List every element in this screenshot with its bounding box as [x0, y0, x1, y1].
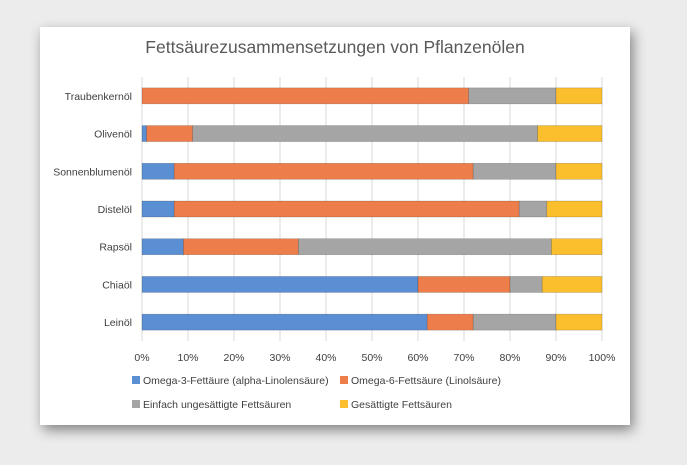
legend-swatch	[132, 400, 140, 408]
category-label: Traubenkernöl	[65, 91, 132, 103]
category-label: Rapsöl	[99, 242, 132, 254]
category-label: Chiaöl	[102, 279, 132, 291]
bar-segment	[551, 238, 603, 256]
category-labels: Traubenkernöl Olivenöl Sonnenblumenöl Diste…	[53, 91, 132, 329]
bar-segment	[146, 125, 193, 142]
bar-segment	[173, 162, 474, 180]
chart-title: Fettsäurezusammensetzungen von Pflanzenö…	[145, 37, 524, 57]
bar-segment	[141, 238, 184, 256]
x-tick-labels: 0% 10% 20% 30% 40% 50% 60% 70% 80% 90% 100%	[134, 352, 615, 364]
x-tick-label: 0%	[134, 352, 149, 364]
category-label: Sonnenblumenöl	[53, 166, 132, 178]
legend: Omega-3-Fettäure (alpha-Linolensäure) Ome…	[132, 375, 501, 411]
bar-segment	[141, 200, 175, 218]
bar-segment	[537, 125, 603, 142]
bar-segment	[173, 200, 520, 218]
bar-segment	[298, 238, 552, 256]
bar-segment	[555, 162, 603, 180]
legend-label: Omega-6-Fettsäure (Linolsäure)	[351, 375, 501, 387]
bar-segment	[555, 87, 603, 105]
x-tick-label: 30%	[269, 352, 290, 364]
bar-segment	[472, 313, 557, 331]
category-label: Leinöl	[104, 317, 132, 329]
legend-swatch	[132, 376, 140, 384]
bar-segment	[518, 200, 548, 218]
legend-label: Einfach ungesättigte Fettsäuren	[143, 399, 291, 411]
category-label: Olivenöl	[94, 129, 132, 141]
x-tick-label: 100%	[589, 352, 616, 364]
x-tick-label: 90%	[545, 352, 566, 364]
x-tick-label: 50%	[361, 352, 382, 364]
x-tick-label: 40%	[315, 352, 336, 364]
legend-swatch	[340, 376, 348, 384]
bar-segment	[555, 313, 603, 331]
x-tick-label: 60%	[407, 352, 428, 364]
bar-segment	[141, 313, 428, 331]
legend-label: Omega-3-Fettäure (alpha-Linolensäure)	[143, 375, 329, 387]
legend-label: Gesättigte Fettsäuren	[351, 399, 452, 411]
bar-segment	[141, 162, 175, 180]
bar-segment	[417, 276, 511, 293]
legend-swatch	[340, 400, 348, 408]
x-tick-label: 80%	[499, 352, 520, 364]
bar-segment	[183, 238, 299, 256]
bar-segment	[141, 87, 469, 105]
bar-segment	[546, 200, 603, 218]
bar-segment	[141, 276, 419, 293]
bar-segment	[468, 87, 557, 105]
bar-segment	[192, 125, 538, 142]
x-tick-label: 10%	[177, 352, 198, 364]
stacked-bar-chart: Fettsäurezusammensetzungen von Pflanzenö…	[53, 37, 615, 411]
bar-segment	[509, 276, 543, 293]
chart-card: Fettsäurezusammensetzungen von Pflanzenö…	[40, 27, 630, 425]
bar-segment	[426, 313, 474, 331]
bar-segment	[141, 125, 147, 142]
x-tick-label: 20%	[223, 352, 244, 364]
bar-segment	[541, 276, 603, 293]
bar-segment	[472, 162, 557, 180]
bars	[141, 87, 603, 331]
x-tick-label: 70%	[453, 352, 474, 364]
category-label: Distelöl	[98, 204, 132, 216]
